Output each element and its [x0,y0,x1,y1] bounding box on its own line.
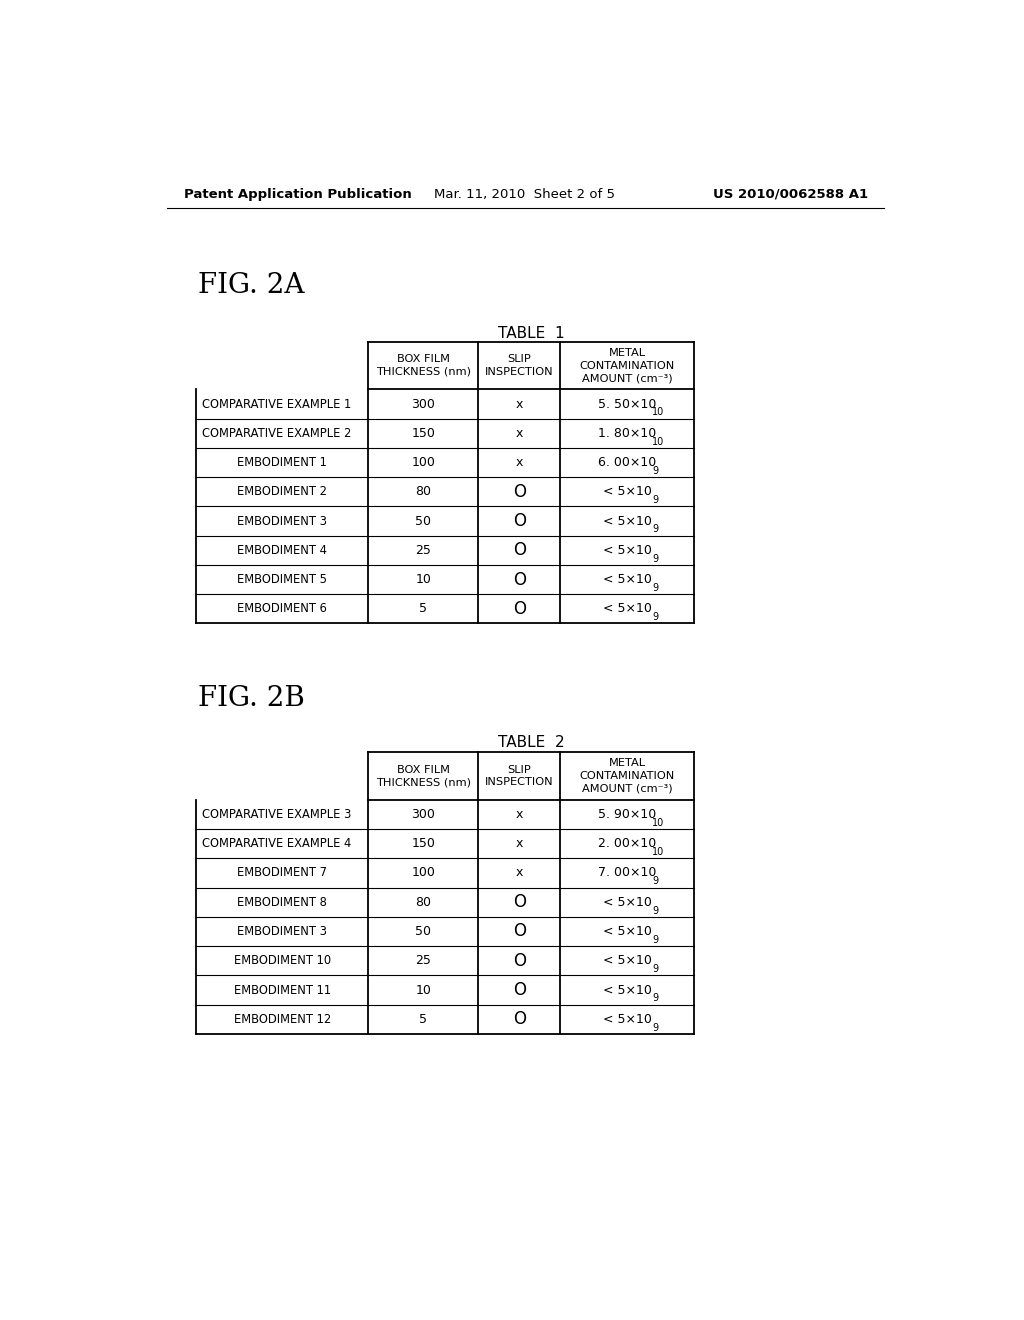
Text: 100: 100 [412,866,435,879]
Text: FIG. 2B: FIG. 2B [198,685,304,711]
Text: COMPARATIVE EXAMPLE 1: COMPARATIVE EXAMPLE 1 [203,397,351,411]
Text: x: x [516,837,523,850]
Text: x: x [516,866,523,879]
Text: METAL
CONTAMINATION
AMOUNT (cm⁻³): METAL CONTAMINATION AMOUNT (cm⁻³) [580,347,675,383]
Text: < 5×10: < 5×10 [603,896,651,908]
Text: COMPARATIVE EXAMPLE 4: COMPARATIVE EXAMPLE 4 [203,837,351,850]
Text: BOX FILM
THICKNESS (nm): BOX FILM THICKNESS (nm) [376,764,471,787]
Text: O: O [513,894,526,911]
Text: 150: 150 [412,837,435,850]
Text: EMBODIMENT 12: EMBODIMENT 12 [233,1012,331,1026]
Text: EMBODIMENT 6: EMBODIMENT 6 [238,602,327,615]
Text: < 5×10: < 5×10 [603,602,651,615]
Text: x: x [516,808,523,821]
Text: < 5×10: < 5×10 [603,573,651,586]
Text: TABLE  1: TABLE 1 [498,326,564,342]
Text: 10: 10 [652,847,665,857]
Text: EMBODIMENT 4: EMBODIMENT 4 [238,544,327,557]
Text: Mar. 11, 2010  Sheet 2 of 5: Mar. 11, 2010 Sheet 2 of 5 [434,187,615,201]
Text: EMBODIMENT 10: EMBODIMENT 10 [233,954,331,968]
Text: 9: 9 [652,495,658,506]
Text: 50: 50 [416,925,431,939]
Text: TABLE  2: TABLE 2 [498,735,564,750]
Text: O: O [513,1010,526,1028]
Text: EMBODIMENT 11: EMBODIMENT 11 [233,983,331,997]
Text: FIG. 2A: FIG. 2A [198,272,304,300]
Text: x: x [516,426,523,440]
Text: 25: 25 [416,954,431,968]
Text: SLIP
INSPECTION: SLIP INSPECTION [485,354,554,378]
Text: BOX FILM
THICKNESS (nm): BOX FILM THICKNESS (nm) [376,354,471,378]
Text: < 5×10: < 5×10 [603,1012,651,1026]
Text: 7. 00×10: 7. 00×10 [598,866,656,879]
Text: 150: 150 [412,426,435,440]
Text: O: O [513,483,526,500]
Text: EMBODIMENT 3: EMBODIMENT 3 [238,925,328,939]
Text: 9: 9 [652,612,658,622]
Text: EMBODIMENT 2: EMBODIMENT 2 [238,486,328,499]
Text: 9: 9 [652,583,658,593]
Text: < 5×10: < 5×10 [603,954,651,968]
Text: METAL
CONTAMINATION
AMOUNT (cm⁻³): METAL CONTAMINATION AMOUNT (cm⁻³) [580,758,675,793]
Text: 9: 9 [652,524,658,535]
Text: Patent Application Publication: Patent Application Publication [183,187,412,201]
Text: 50: 50 [416,515,431,528]
Text: 9: 9 [652,553,658,564]
Text: O: O [513,923,526,940]
Text: COMPARATIVE EXAMPLE 3: COMPARATIVE EXAMPLE 3 [203,808,352,821]
Text: O: O [513,541,526,560]
Text: 300: 300 [412,808,435,821]
Text: O: O [513,981,526,999]
Text: 5: 5 [419,602,427,615]
Text: 9: 9 [652,906,658,916]
Text: 5. 50×10: 5. 50×10 [598,397,656,411]
Text: 6. 00×10: 6. 00×10 [598,455,656,469]
Text: < 5×10: < 5×10 [603,925,651,939]
Text: O: O [513,599,526,618]
Text: 10: 10 [652,818,665,828]
Text: COMPARATIVE EXAMPLE 2: COMPARATIVE EXAMPLE 2 [203,426,352,440]
Text: O: O [513,952,526,970]
Text: x: x [516,397,523,411]
Text: 10: 10 [416,573,431,586]
Text: 5: 5 [419,1012,427,1026]
Text: < 5×10: < 5×10 [603,983,651,997]
Text: SLIP
INSPECTION: SLIP INSPECTION [485,764,554,787]
Text: EMBODIMENT 5: EMBODIMENT 5 [238,573,328,586]
Text: < 5×10: < 5×10 [603,486,651,499]
Text: 9: 9 [652,964,658,974]
Text: x: x [516,455,523,469]
Text: 100: 100 [412,455,435,469]
Text: 10: 10 [652,408,665,417]
Text: 300: 300 [412,397,435,411]
Text: 2. 00×10: 2. 00×10 [598,837,656,850]
Text: < 5×10: < 5×10 [603,544,651,557]
Text: EMBODIMENT 8: EMBODIMENT 8 [238,896,327,908]
Text: 25: 25 [416,544,431,557]
Text: O: O [513,570,526,589]
Text: 9: 9 [652,876,658,886]
Text: 80: 80 [416,486,431,499]
Text: 10: 10 [652,437,665,446]
Text: O: O [513,512,526,531]
Text: 5. 90×10: 5. 90×10 [598,808,656,821]
Text: 80: 80 [416,896,431,908]
Text: US 2010/0062588 A1: US 2010/0062588 A1 [713,187,868,201]
Text: EMBODIMENT 1: EMBODIMENT 1 [238,455,327,469]
Text: < 5×10: < 5×10 [603,515,651,528]
Text: 1. 80×10: 1. 80×10 [598,426,656,440]
Text: 9: 9 [652,1023,658,1032]
Text: EMBODIMENT 7: EMBODIMENT 7 [238,866,328,879]
Text: EMBODIMENT 3: EMBODIMENT 3 [238,515,328,528]
Text: 9: 9 [652,466,658,477]
Text: 9: 9 [652,935,658,945]
Text: 9: 9 [652,994,658,1003]
Text: 10: 10 [416,983,431,997]
